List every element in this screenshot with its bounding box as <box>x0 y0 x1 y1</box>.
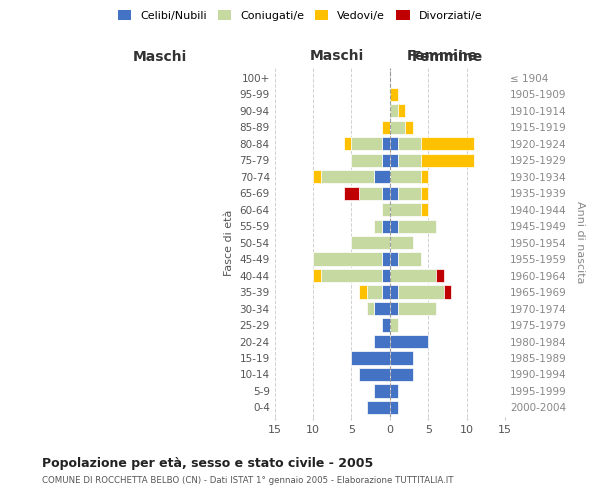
Y-axis label: Anni di nascita: Anni di nascita <box>575 202 585 284</box>
Bar <box>382 269 390 282</box>
Bar <box>382 154 390 167</box>
Bar <box>390 302 398 315</box>
Bar <box>374 220 382 232</box>
Bar <box>367 286 382 298</box>
Bar <box>352 137 382 150</box>
Text: Femmine: Femmine <box>412 50 483 64</box>
Bar <box>321 269 382 282</box>
Bar <box>436 269 443 282</box>
Bar <box>398 154 421 167</box>
Bar <box>390 269 436 282</box>
Bar <box>398 137 421 150</box>
Bar <box>382 120 390 134</box>
Bar <box>390 88 398 101</box>
Bar <box>367 302 374 315</box>
Legend: Celibi/Nubili, Coniugati/e, Vedovi/e, Divorziati/e: Celibi/Nubili, Coniugati/e, Vedovi/e, Di… <box>113 6 487 25</box>
Bar <box>374 384 390 398</box>
Text: COMUNE DI ROCCHETTA BELBO (CN) - Dati ISTAT 1° gennaio 2005 - Elaborazione TUTTI: COMUNE DI ROCCHETTA BELBO (CN) - Dati IS… <box>42 476 454 485</box>
Bar <box>390 384 398 398</box>
Bar <box>344 137 352 150</box>
Bar <box>359 186 382 200</box>
Bar <box>374 302 390 315</box>
Bar <box>359 286 367 298</box>
Bar <box>382 137 390 150</box>
Bar <box>390 352 413 364</box>
Bar <box>367 401 390 414</box>
Bar <box>390 236 413 249</box>
Bar <box>390 335 428 348</box>
Bar <box>390 170 421 183</box>
Bar <box>344 186 359 200</box>
Bar <box>352 236 390 249</box>
Bar <box>313 170 321 183</box>
Bar <box>390 252 398 266</box>
Bar <box>382 203 390 216</box>
Bar <box>313 269 321 282</box>
Bar <box>398 186 421 200</box>
Bar <box>352 154 382 167</box>
Bar <box>390 154 398 167</box>
Bar <box>421 154 475 167</box>
Bar <box>390 137 398 150</box>
Bar <box>321 170 374 183</box>
Bar <box>352 352 390 364</box>
Bar <box>390 318 398 332</box>
Text: Popolazione per età, sesso e stato civile - 2005: Popolazione per età, sesso e stato civil… <box>42 458 373 470</box>
Bar <box>390 220 398 232</box>
Bar <box>390 401 398 414</box>
Bar <box>443 286 451 298</box>
Bar <box>398 220 436 232</box>
Bar <box>390 104 398 118</box>
Bar <box>390 286 398 298</box>
Bar <box>421 137 475 150</box>
Bar <box>405 120 413 134</box>
Bar <box>398 252 421 266</box>
Text: Maschi: Maschi <box>310 49 364 63</box>
Bar <box>390 186 398 200</box>
Bar <box>382 252 390 266</box>
Bar <box>390 368 413 381</box>
Bar <box>421 203 428 216</box>
Text: Maschi: Maschi <box>132 50 187 64</box>
Bar <box>374 335 390 348</box>
Bar <box>421 186 428 200</box>
Bar <box>421 170 428 183</box>
Bar <box>398 104 405 118</box>
Y-axis label: Fasce di età: Fasce di età <box>224 210 234 276</box>
Bar <box>374 170 390 183</box>
Bar <box>313 252 382 266</box>
Bar <box>382 220 390 232</box>
Bar <box>382 286 390 298</box>
Text: Femmine: Femmine <box>407 49 478 63</box>
Bar <box>398 302 436 315</box>
Bar <box>382 318 390 332</box>
Bar <box>390 120 405 134</box>
Bar <box>382 186 390 200</box>
Bar <box>359 368 390 381</box>
Bar <box>398 286 443 298</box>
Bar <box>390 203 421 216</box>
